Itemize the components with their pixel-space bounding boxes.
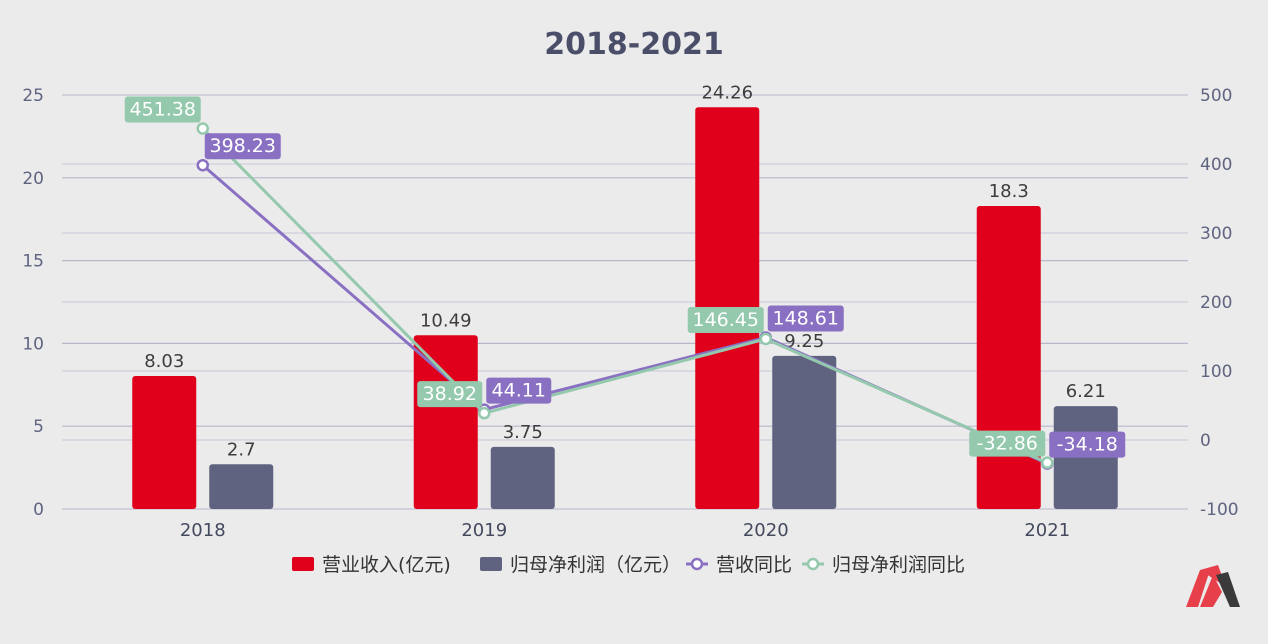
line-series	[196, 122, 1054, 470]
bar	[976, 205, 1041, 509]
legend-label: 营收同比	[716, 554, 792, 576]
data-label-box	[124, 96, 201, 123]
line-point	[196, 158, 209, 172]
line-value-label: 398.23	[210, 135, 276, 157]
line-point	[759, 332, 772, 346]
x-tick-label: 2020	[743, 520, 789, 541]
bar-data-labels: 8.03 10.49 24.26 18.3 2.7 3.75 9.25 6.21	[144, 82, 1106, 460]
y-left-tick-label: 25	[22, 86, 44, 106]
legend: 营业收入(亿元) 归母净利润（亿元） 营收同比 归母净利润同比	[292, 554, 965, 576]
data-label-box	[767, 305, 844, 332]
bar-value-label: 24.26	[701, 82, 753, 103]
bar-value-label: 6.21	[1066, 381, 1106, 402]
line-data-labels: 398.23 44.11 148.61 -34.18 451.38 38.92 146.45…	[124, 96, 1126, 458]
y-right-tick-label: 200	[1200, 293, 1232, 313]
bar-value-label: 9.25	[784, 331, 824, 352]
line-value-label: -32.86	[977, 433, 1038, 455]
line-point	[196, 122, 209, 135]
bar	[209, 464, 274, 509]
bar-value-label: 10.49	[420, 310, 472, 331]
bar-value-label: 3.75	[503, 422, 543, 443]
bar	[132, 376, 197, 509]
left-axis: 0 5 10 15 20 25	[22, 86, 44, 520]
y-right-tick-label: 400	[1200, 155, 1232, 175]
bar	[490, 446, 555, 509]
bar	[772, 355, 837, 509]
legend-marker	[806, 557, 820, 571]
series-line	[201, 127, 1048, 465]
y-left-tick-label: 10	[22, 334, 44, 354]
x-tick-label: 2021	[1024, 520, 1070, 541]
legend-swatch	[480, 557, 502, 571]
right-axis: -100 0 100 200 300 400 500	[1200, 86, 1239, 520]
legend-swatch	[292, 557, 314, 571]
data-label-box	[687, 306, 764, 333]
y-right-tick-label: 0	[1200, 431, 1211, 451]
y-left-tick-label: 15	[22, 252, 44, 272]
data-label-box	[417, 381, 483, 408]
data-label-box	[486, 377, 552, 404]
bar-value-label: 18.3	[989, 181, 1029, 202]
data-label-box	[969, 430, 1046, 457]
legend-marker	[690, 557, 704, 571]
chart-title: 2018-2021	[544, 27, 723, 62]
bar	[413, 335, 478, 509]
brand-logo-icon	[1186, 565, 1240, 607]
y-right-tick-label: 100	[1200, 362, 1232, 382]
y-left-tick-label: 0	[33, 500, 44, 520]
y-right-tick-label: 300	[1200, 224, 1232, 244]
legend-label: 归母净利润同比	[832, 554, 965, 576]
line-value-label: 38.92	[423, 383, 477, 405]
y-right-tick-label: -100	[1200, 500, 1239, 520]
data-label-box	[204, 133, 281, 160]
line-point	[478, 406, 491, 420]
line-value-label: 451.38	[130, 99, 196, 121]
bar-value-label: 8.03	[144, 351, 184, 372]
line-value-label: 146.45	[693, 309, 759, 331]
legend-label: 归母净利润（亿元）	[510, 554, 681, 576]
line-value-label: 148.61	[773, 307, 839, 329]
y-right-tick-label: 500	[1200, 86, 1232, 106]
bar-value-label: 2.7	[227, 439, 256, 460]
line-value-label: -34.18	[1057, 434, 1118, 456]
x-tick-label: 2019	[461, 520, 507, 541]
data-label-box	[1049, 431, 1126, 458]
line-value-label: 44.11	[492, 380, 546, 402]
series-line	[201, 164, 1048, 465]
x-axis: 2018 2019 2020 2021	[180, 520, 1070, 541]
y-left-tick-label: 20	[22, 169, 44, 189]
y-left-tick-label: 5	[33, 417, 44, 437]
legend-label: 营业收入(亿元)	[322, 554, 451, 576]
x-tick-label: 2018	[180, 520, 226, 541]
line-point	[1041, 456, 1054, 469]
